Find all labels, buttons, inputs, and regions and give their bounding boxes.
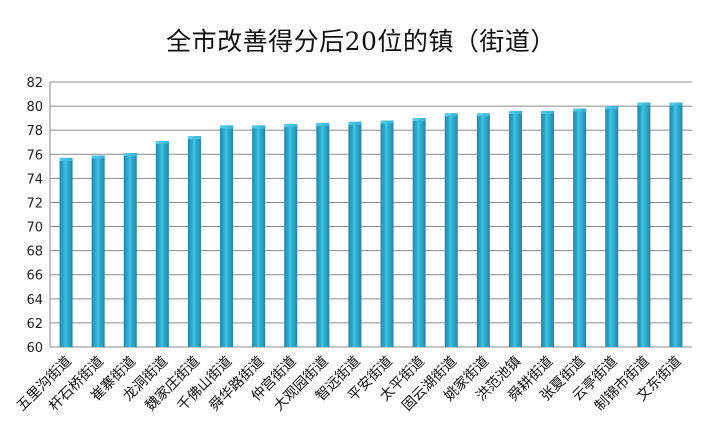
- bar-body: [573, 108, 587, 347]
- bar: [284, 124, 298, 347]
- y-tick-label: 60: [26, 341, 43, 356]
- y-tick-label: 64: [26, 293, 43, 308]
- bar-cap: [123, 153, 137, 157]
- bar-body: [541, 110, 555, 347]
- category-labels: 五里沟街道杆石桥街道崔寨街道龙洞街道魏家庄街道千佛山街道舜华路街道仲宫街道大观园…: [14, 353, 685, 415]
- bar-body: [316, 122, 330, 347]
- bar: [605, 106, 619, 347]
- bar: [380, 120, 394, 347]
- bar: [508, 110, 522, 347]
- bar-body: [669, 102, 683, 348]
- bar-cap: [637, 102, 651, 106]
- bar-body: [155, 141, 169, 347]
- bar: [476, 113, 490, 348]
- bar-cap: [59, 157, 73, 161]
- y-tick-label: 62: [26, 317, 43, 332]
- bar-cap: [187, 136, 201, 140]
- y-tick-label: 76: [26, 148, 43, 163]
- bar: [637, 102, 651, 348]
- bar-cap: [91, 155, 105, 159]
- bar-body: [252, 125, 266, 347]
- bar: [252, 125, 266, 347]
- bar-cap: [412, 118, 426, 122]
- bar: [444, 113, 458, 348]
- y-tick-label: 78: [26, 124, 43, 139]
- bar-body: [476, 113, 490, 348]
- bar-cap: [669, 102, 683, 106]
- bar-cap: [155, 141, 169, 145]
- bar-body: [412, 118, 426, 348]
- bars: [59, 102, 683, 348]
- bar: [123, 153, 137, 347]
- bar-body: [508, 110, 522, 347]
- bar-body: [605, 106, 619, 347]
- bar: [573, 108, 587, 347]
- bar-cap: [380, 120, 394, 124]
- bar-cap: [348, 121, 362, 125]
- bar-body: [59, 157, 73, 347]
- bar-cap: [605, 106, 619, 110]
- bar: [220, 125, 234, 347]
- bar: [348, 121, 362, 347]
- bar-body: [123, 153, 137, 347]
- bar-cap: [316, 122, 330, 126]
- bar-cap: [541, 110, 555, 114]
- bar-body: [348, 121, 362, 347]
- y-tick-label: 74: [26, 172, 43, 187]
- bar-body: [380, 120, 394, 347]
- bar-body: [444, 113, 458, 348]
- bar-body: [637, 102, 651, 348]
- bar: [91, 155, 105, 347]
- y-tick-label: 70: [26, 221, 43, 236]
- bar: [155, 141, 169, 347]
- bar-cap: [476, 113, 490, 117]
- bar-cap: [573, 108, 587, 112]
- bar-body: [187, 136, 201, 347]
- bar: [412, 118, 426, 348]
- bar-cap: [252, 125, 266, 129]
- y-tick-label: 68: [26, 245, 43, 260]
- bar-cap: [508, 110, 522, 114]
- y-tick-label: 82: [26, 76, 43, 91]
- axes: 60 62 64 66 68 70 72 74 76 78 80 82: [26, 76, 51, 356]
- bar-cap: [220, 125, 234, 129]
- bar: [541, 110, 555, 347]
- grid-lines: [50, 81, 692, 348]
- bar-cap: [284, 124, 298, 128]
- y-tick-label: 80: [26, 100, 43, 115]
- bar-body: [220, 125, 234, 347]
- bar-cap: [444, 113, 458, 117]
- bar-body: [91, 155, 105, 347]
- bar: [316, 122, 330, 347]
- bar: [669, 102, 683, 348]
- chart-title: 全市改善得分后20位的镇（街道）: [166, 27, 556, 56]
- y-tick-label: 72: [26, 196, 43, 211]
- bar: [187, 136, 201, 347]
- bar-body: [284, 124, 298, 347]
- bar: [59, 157, 73, 347]
- y-tick-label: 66: [26, 269, 43, 284]
